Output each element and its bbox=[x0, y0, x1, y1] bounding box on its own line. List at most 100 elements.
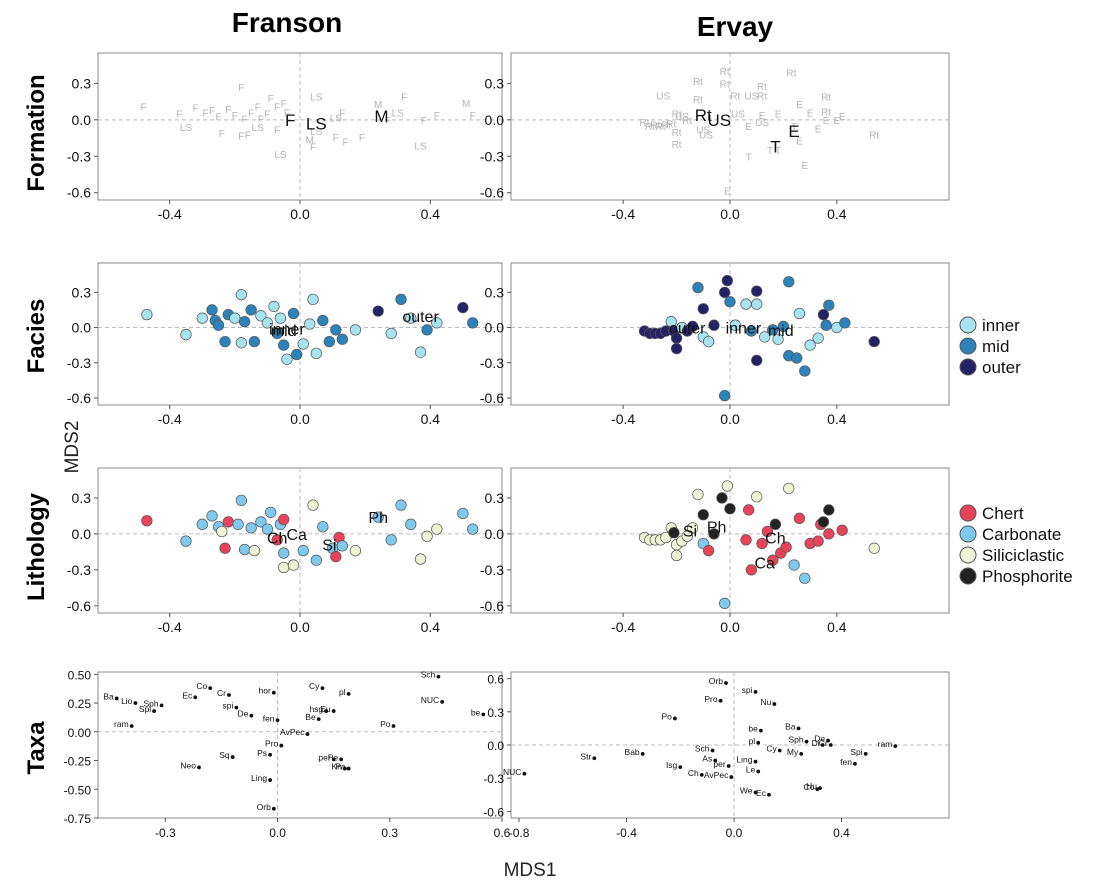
formation-point-label: F bbox=[215, 112, 221, 123]
panel-taxa-franson: -0.3 0.0 0.3 0.6 0.50 0.25 0.00 -0.25 -0.50 -0.75… bbox=[64, 668, 511, 840]
centroid-label: Si bbox=[322, 538, 336, 555]
facies-point-mid bbox=[791, 352, 803, 364]
lithology-point-chert bbox=[271, 534, 283, 546]
facies-point-mid bbox=[823, 299, 835, 311]
facies-point-inner bbox=[385, 327, 397, 340]
taxon-point bbox=[724, 681, 728, 685]
formation-point-label: F bbox=[255, 102, 261, 113]
lithology-point-carbonate bbox=[372, 511, 384, 523]
lithology-point-carbonate bbox=[799, 572, 811, 584]
taxon-label: Cy bbox=[309, 681, 320, 691]
x-tick-label: -0.8 bbox=[509, 826, 530, 840]
taxon-point bbox=[331, 709, 336, 713]
taxon-label: per bbox=[713, 759, 725, 769]
formation-point-label: Rt bbox=[757, 92, 767, 103]
y-tick-label: -0.3 bbox=[480, 355, 504, 371]
formation-point-label: F bbox=[176, 110, 182, 121]
y-tick-label: -0.6 bbox=[480, 185, 504, 201]
taxon-label: Cr bbox=[217, 688, 226, 698]
facies-point-mid bbox=[719, 389, 731, 402]
centroid-label: mid bbox=[768, 323, 794, 340]
y-tick-label: 0.0 bbox=[485, 526, 505, 542]
x-tick-label: 0.0 bbox=[720, 206, 740, 222]
lithology-point-chert bbox=[761, 525, 774, 538]
facies-point-inner bbox=[431, 317, 443, 329]
taxon-point bbox=[271, 806, 276, 811]
row-title-facies: Facies bbox=[23, 299, 50, 374]
taxon-point bbox=[305, 732, 310, 736]
formation-centroid-label: US bbox=[708, 111, 732, 130]
y-tick-label: -0.3 bbox=[67, 562, 91, 578]
formation-point-label: E bbox=[775, 110, 782, 121]
formation-point-label: Rt bbox=[757, 82, 767, 93]
taxon-label: fen bbox=[840, 757, 852, 767]
taxon-point bbox=[729, 775, 734, 779]
facies-point-inner bbox=[793, 307, 806, 320]
lithology-point-chert bbox=[222, 516, 234, 528]
lithology-point-siliciclastic bbox=[278, 561, 290, 574]
taxon-point bbox=[342, 766, 347, 771]
formation-point-label: F bbox=[232, 111, 238, 122]
facies-point-mid bbox=[421, 324, 433, 336]
y-tick-label: 0.3 bbox=[485, 75, 505, 91]
facies-point-inner bbox=[297, 338, 309, 350]
centroid-label: mid bbox=[271, 323, 297, 340]
taxon-point bbox=[208, 686, 213, 690]
taxon-point bbox=[271, 690, 276, 695]
formation-point-label: F bbox=[238, 132, 244, 143]
taxon-label: Pro bbox=[265, 739, 279, 749]
facies-point-inner bbox=[405, 312, 417, 324]
formation-point-label: F bbox=[258, 115, 264, 126]
facies-legend-label-outer: outer bbox=[982, 358, 1021, 377]
lithology-point-chert bbox=[823, 528, 835, 540]
y-tick-label: -0.3 bbox=[480, 148, 504, 164]
lithology-point-siliciclastic bbox=[692, 488, 704, 501]
lithology-point-carbonate bbox=[232, 518, 244, 530]
lithology-point-siliciclastic bbox=[216, 525, 228, 538]
taxon-label: be bbox=[748, 724, 758, 734]
taxon-point bbox=[275, 718, 280, 723]
y-tick-label: -0.6 bbox=[67, 185, 91, 201]
lithology-point-carbonate bbox=[395, 499, 407, 511]
facies-point-mid bbox=[777, 320, 790, 333]
x-tick-label: 0.3 bbox=[381, 826, 398, 840]
centroid-label: Ph bbox=[368, 510, 388, 527]
formation-point-label: Rt bbox=[682, 116, 692, 127]
taxon-label: Str bbox=[580, 751, 591, 761]
lithology-point-chert bbox=[812, 535, 824, 547]
taxon-label: ram bbox=[878, 739, 893, 749]
lithology-point-siliciclastic bbox=[868, 542, 880, 554]
formation-point-label: Rt bbox=[656, 122, 666, 133]
y-axis-label: MDS2 bbox=[62, 421, 83, 474]
x-tick-label: 0.0 bbox=[269, 826, 286, 840]
taxon-label: Ec bbox=[182, 690, 193, 700]
taxon-label: NUC bbox=[503, 767, 521, 777]
x-tick-label: 0.4 bbox=[827, 206, 847, 222]
formation-point-label: M bbox=[374, 100, 382, 111]
formation-point-label: LS bbox=[414, 141, 427, 152]
formation-point-label: Rt bbox=[693, 95, 703, 106]
taxon-label: We bbox=[740, 786, 753, 796]
taxon-label: Spi bbox=[139, 704, 151, 714]
lithology-point-siliciclastic bbox=[751, 491, 763, 503]
facies-point-outer bbox=[708, 319, 720, 331]
y-tick-label: 0.00 bbox=[68, 726, 92, 740]
lithology-point-carbonate bbox=[336, 540, 349, 552]
y-tick-label: -0.3 bbox=[480, 562, 504, 578]
taxon-point bbox=[592, 756, 597, 761]
lithology-legend-label-siliciclastic: Siliciclastic bbox=[982, 546, 1065, 565]
formation-point-label: Rt bbox=[640, 118, 650, 129]
taxon-point bbox=[324, 709, 329, 713]
formation-point-label: E bbox=[724, 186, 731, 197]
facies-point-mid bbox=[248, 335, 261, 348]
formation-centroid-label: E bbox=[788, 122, 799, 141]
formation-point-label: F bbox=[209, 106, 215, 117]
taxon-point bbox=[320, 686, 325, 690]
facies-point-inner bbox=[235, 337, 248, 349]
taxon-label: Po bbox=[662, 711, 673, 721]
formation-point-label: E bbox=[823, 116, 830, 127]
taxon-point bbox=[227, 693, 231, 697]
lithology-point-carbonate bbox=[235, 494, 248, 507]
y-tick-label: 0.50 bbox=[68, 668, 92, 682]
